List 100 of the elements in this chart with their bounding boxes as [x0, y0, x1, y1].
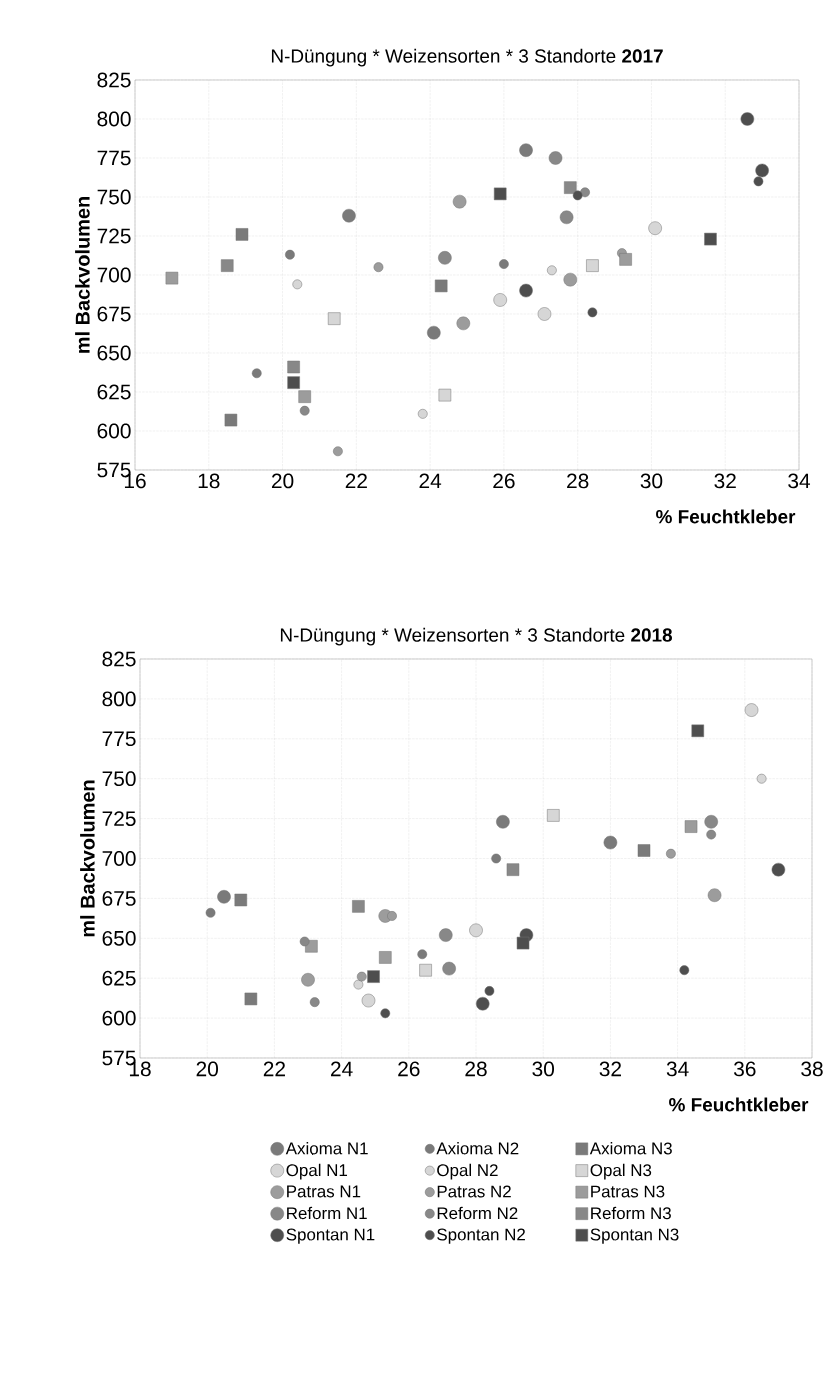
point — [475, 996, 490, 1011]
legend-label: Axioma N2 — [436, 1141, 519, 1155]
legend-label: Spontan N3 — [590, 1228, 679, 1244]
point — [301, 973, 315, 987]
x-tick-label: 30 — [532, 1061, 555, 1077]
point — [442, 961, 456, 976]
point — [704, 815, 718, 829]
point — [587, 307, 598, 318]
point — [367, 970, 380, 983]
y-tick-label: 700 — [97, 267, 131, 283]
point — [224, 413, 238, 427]
point — [456, 316, 471, 331]
legend-label: Axioma N3 — [589, 1141, 672, 1155]
point — [299, 936, 310, 947]
x-tick-label: 18 — [198, 473, 220, 489]
point — [684, 820, 698, 833]
point — [548, 151, 563, 165]
y-tick-label: 650 — [97, 345, 131, 361]
point — [648, 221, 662, 235]
point — [244, 992, 258, 1006]
point — [603, 835, 618, 850]
chart-title: N-Düngung * Weizensorten * 3 Standorte 2017 — [271, 48, 663, 67]
point — [452, 194, 467, 209]
x-tick-label: 32 — [599, 1061, 621, 1077]
point — [417, 408, 428, 419]
y-tick-label: 825 — [102, 651, 136, 667]
x-tick-label: 30 — [640, 473, 663, 489]
point — [537, 307, 552, 321]
x-tick-label: 24 — [419, 473, 442, 489]
x-axis-title: % Feuchtkleber — [656, 509, 796, 524]
y-tick-label: 825 — [97, 72, 131, 88]
point — [361, 993, 376, 1008]
point — [380, 1008, 391, 1019]
point — [519, 283, 533, 298]
point — [691, 724, 705, 738]
x-tick-label: 36 — [733, 1061, 756, 1077]
legend-label: Spontan N1 — [286, 1228, 375, 1244]
point — [493, 187, 507, 201]
point — [756, 773, 767, 784]
x-tick-label: 20 — [271, 473, 294, 489]
point — [704, 232, 717, 246]
x-tick-label: 24 — [331, 1061, 353, 1077]
point — [484, 986, 495, 996]
point — [220, 259, 234, 272]
point — [559, 210, 574, 225]
point — [379, 951, 392, 964]
legend-label: Opal N2 — [437, 1163, 498, 1180]
x-tick-label: 26 — [398, 1061, 420, 1077]
point — [234, 893, 248, 907]
point — [637, 844, 651, 857]
point — [342, 208, 356, 223]
point — [499, 259, 509, 269]
point — [439, 928, 453, 942]
legend-label: Patras N1 — [287, 1185, 361, 1198]
point — [438, 388, 452, 402]
point — [287, 360, 300, 374]
x-tick-label: 22 — [263, 1061, 285, 1077]
y-tick-label: 625 — [102, 970, 136, 986]
legend-label: Patras N3 — [591, 1185, 665, 1198]
point — [547, 265, 557, 276]
y-tick-label: 600 — [102, 1010, 136, 1026]
legend-label: Opal N3 — [590, 1163, 652, 1180]
point — [619, 253, 632, 266]
point — [417, 949, 428, 960]
point — [205, 907, 216, 918]
point — [679, 965, 690, 976]
point — [327, 312, 341, 325]
point — [469, 923, 483, 938]
y-tick-label: 600 — [97, 423, 131, 439]
point — [419, 963, 432, 977]
x-tick-label: 20 — [196, 1061, 219, 1077]
point — [298, 390, 311, 403]
point — [235, 228, 249, 241]
y-tick-label: 725 — [102, 811, 136, 826]
point — [373, 262, 384, 273]
point — [564, 181, 577, 194]
point — [563, 272, 578, 287]
legend-label: Reform N2 — [437, 1206, 518, 1220]
point — [493, 293, 507, 307]
point — [217, 890, 231, 904]
point — [333, 446, 343, 457]
chart-title: N-Düngung * Weizensorten * 3 Standorte 2018 — [280, 627, 672, 646]
x-tick-label: 38 — [801, 1061, 823, 1077]
legend-label: Reform N1 — [287, 1206, 367, 1220]
point — [292, 279, 303, 290]
point — [491, 853, 502, 864]
legend-label: Reform N3 — [591, 1206, 671, 1220]
point — [387, 911, 397, 921]
point — [353, 979, 364, 990]
y-axis-title: ml Backvolumen — [80, 780, 95, 937]
legend-label: Patras N2 — [437, 1185, 511, 1198]
y-tick-label: 750 — [102, 771, 136, 787]
y-tick-label: 625 — [97, 384, 131, 400]
point — [285, 249, 295, 260]
point — [547, 809, 560, 822]
point — [707, 888, 722, 902]
point — [706, 829, 717, 840]
point — [434, 279, 448, 293]
point — [438, 251, 452, 265]
point — [572, 190, 583, 201]
